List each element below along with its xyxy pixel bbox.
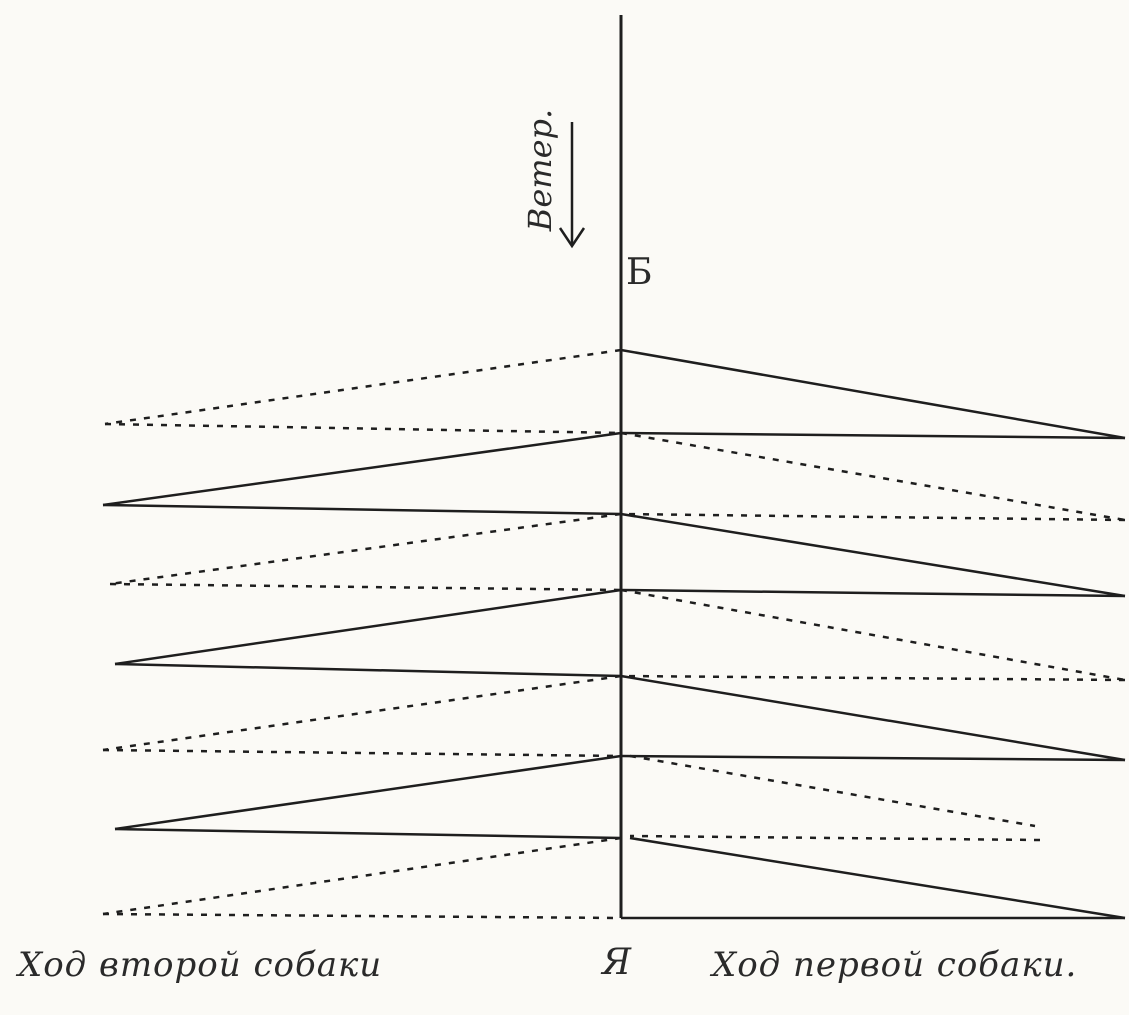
point-me-label: Я	[602, 942, 632, 983]
first-dog-path-label: Ход первой собаки.	[712, 945, 1078, 985]
first-dog-solid-path	[620, 348, 1126, 920]
first-dog-dotted-path	[620, 431, 1126, 842]
point-b-label: Б	[626, 252, 653, 293]
second-dog-path-label: Ход второй собаки	[18, 945, 383, 985]
second-dog-solid-path	[102, 431, 622, 840]
wind-label: Ветер.	[521, 108, 559, 232]
wind-arrow-head	[558, 227, 586, 249]
second-dog-dotted-path	[102, 348, 622, 920]
